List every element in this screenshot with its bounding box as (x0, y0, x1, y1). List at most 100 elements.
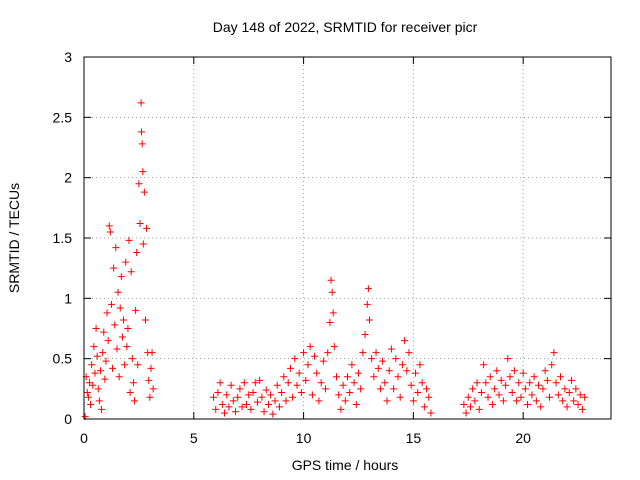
data-point (357, 385, 365, 393)
data-point (143, 224, 151, 232)
data-point (225, 403, 233, 411)
data-point (315, 397, 323, 405)
data-point (354, 369, 362, 377)
data-point (425, 393, 433, 401)
data-point (552, 379, 560, 387)
data-point (98, 405, 106, 413)
data-point (506, 373, 514, 381)
data-point (517, 393, 525, 401)
data-point (493, 367, 501, 375)
data-point (543, 376, 551, 384)
data-point (414, 388, 422, 396)
data-point (352, 401, 360, 409)
data-point (370, 373, 378, 381)
data-point (110, 264, 118, 272)
data-point (112, 244, 120, 252)
data-point (390, 385, 398, 393)
data-point (381, 379, 389, 387)
data-point (374, 364, 382, 372)
data-point (133, 248, 141, 256)
data-point (271, 397, 279, 405)
data-point (117, 273, 125, 281)
data-point (284, 379, 292, 387)
data-point (116, 304, 124, 312)
data-point (488, 401, 496, 409)
data-point (114, 288, 122, 296)
data-point (126, 388, 134, 396)
data-point (88, 361, 96, 369)
data-point (99, 349, 107, 357)
data-point (258, 393, 266, 401)
data-point (134, 361, 142, 369)
data-point (137, 99, 145, 107)
data-point (295, 369, 303, 377)
data-point (471, 397, 479, 405)
data-point (466, 403, 474, 411)
data-point (364, 285, 372, 293)
data-point (139, 168, 147, 176)
data-point (136, 220, 144, 228)
data-point (101, 375, 109, 383)
data-point (103, 309, 111, 317)
data-point (513, 397, 521, 405)
data-point (328, 288, 336, 296)
data-point (401, 337, 409, 345)
data-point (499, 397, 507, 405)
data-point (537, 403, 545, 411)
data-point (572, 385, 580, 393)
data-point (484, 393, 492, 401)
data-point (145, 376, 153, 384)
data-point (460, 401, 468, 409)
data-point (539, 385, 547, 393)
data-point (96, 367, 104, 375)
data-point (578, 405, 586, 413)
data-point (245, 391, 253, 399)
data-point (253, 398, 261, 406)
data-point (149, 385, 157, 393)
data-point (147, 364, 155, 372)
data-point (84, 393, 92, 401)
data-point (125, 236, 133, 244)
data-point (508, 388, 516, 396)
data-point (273, 381, 281, 389)
data-point (379, 357, 387, 365)
data-point (278, 388, 286, 396)
data-point (532, 397, 540, 405)
data-point (368, 355, 376, 363)
data-point (567, 376, 575, 384)
data-point (541, 367, 549, 375)
data-point (124, 325, 132, 332)
data-point (526, 379, 534, 387)
data-point (420, 403, 428, 411)
data-point (122, 258, 130, 266)
data-point (141, 316, 149, 324)
data-point (363, 300, 371, 308)
data-point (282, 397, 290, 405)
data-point (350, 379, 358, 387)
data-point (372, 349, 380, 357)
data-point (546, 393, 554, 401)
data-point (291, 355, 299, 363)
data-point (521, 385, 529, 393)
data-point (530, 373, 538, 381)
grid (84, 57, 611, 419)
data-point (102, 357, 110, 365)
y-tick-label: 1.5 (53, 230, 73, 246)
data-point (317, 379, 325, 387)
data-point (115, 373, 123, 381)
data-point (234, 393, 242, 401)
data-point (361, 331, 369, 339)
data-point (412, 369, 420, 377)
data-point (394, 373, 402, 381)
data-point (89, 381, 97, 389)
data-point (462, 409, 470, 417)
data-point (322, 385, 330, 393)
data-point (359, 349, 367, 357)
data-point (365, 316, 373, 324)
data-point (473, 379, 481, 387)
y-tick-label: 1 (64, 290, 72, 306)
data-point (387, 345, 395, 353)
data-point (480, 361, 488, 369)
data-point (269, 410, 277, 418)
data-point (348, 361, 356, 369)
